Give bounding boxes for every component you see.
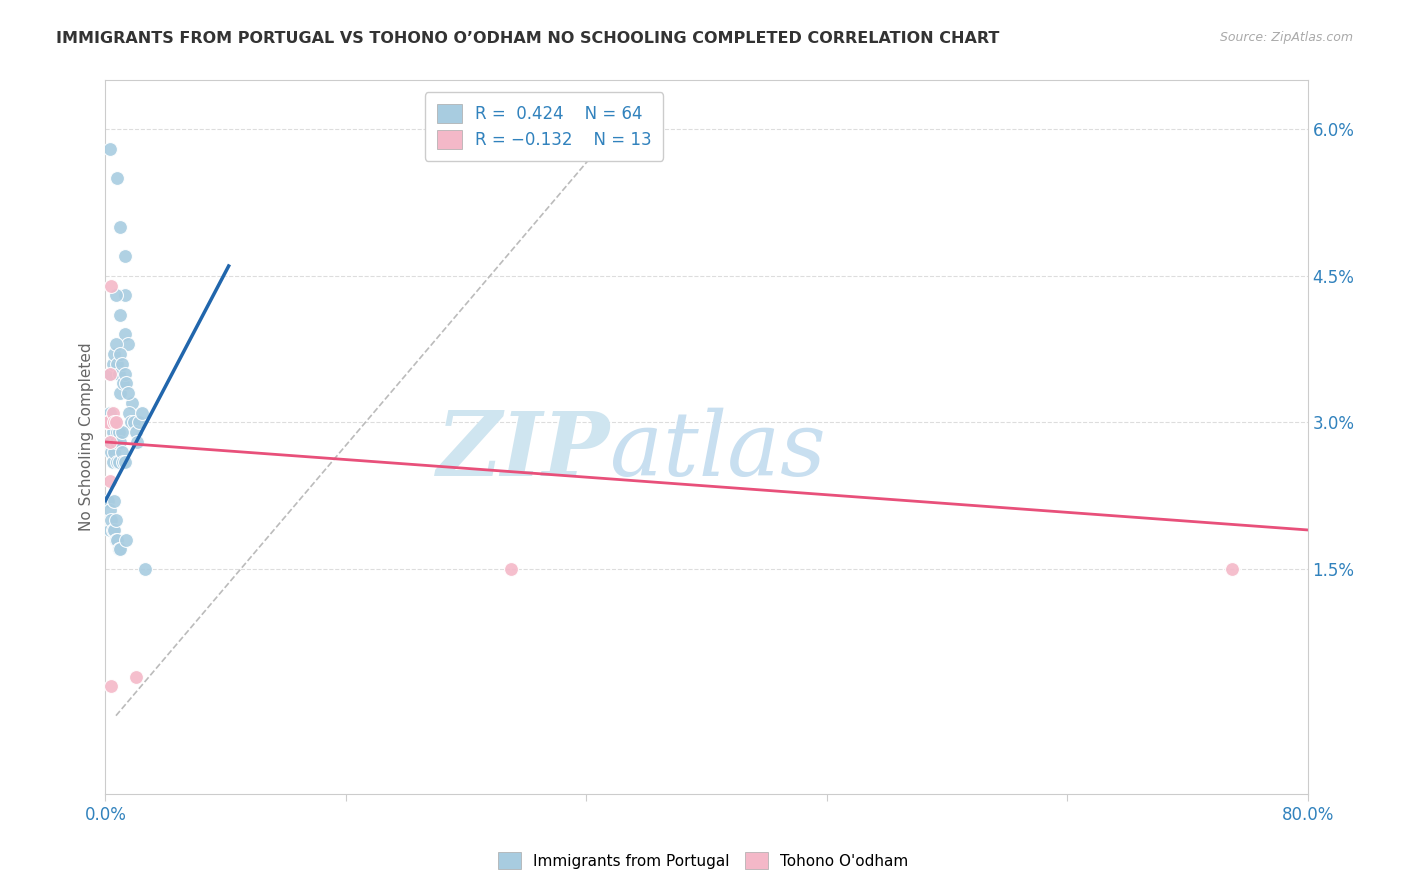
- Point: [98, 434, 121, 449]
- Point: [125, 434, 148, 449]
- Point: [98, 367, 121, 381]
- Point: [114, 327, 136, 342]
- Point: [110, 386, 132, 401]
- Point: [104, 533, 127, 547]
- Point: [103, 444, 125, 458]
- Point: [111, 444, 134, 458]
- Point: [98, 142, 121, 156]
- Point: [108, 367, 131, 381]
- Point: [108, 454, 131, 468]
- Point: [114, 288, 136, 302]
- Point: [110, 308, 132, 322]
- Point: [104, 416, 127, 430]
- Point: [107, 171, 129, 186]
- Point: [112, 454, 135, 468]
- Point: [104, 337, 127, 351]
- Point: [103, 416, 125, 430]
- Point: [100, 278, 122, 293]
- Point: [101, 425, 124, 440]
- Point: [98, 406, 121, 420]
- Point: [107, 425, 129, 440]
- Point: [118, 406, 141, 420]
- Point: [115, 376, 138, 391]
- Point: [97, 416, 120, 430]
- Y-axis label: No Schooling Completed: No Schooling Completed: [79, 343, 94, 532]
- Point: [100, 416, 122, 430]
- Point: [111, 357, 134, 371]
- Point: [103, 493, 125, 508]
- Text: atlas: atlas: [610, 408, 827, 495]
- Point: [98, 523, 121, 537]
- Point: [134, 562, 156, 576]
- Point: [104, 288, 127, 302]
- Text: Source: ZipAtlas.com: Source: ZipAtlas.com: [1219, 31, 1353, 45]
- Point: [104, 513, 127, 527]
- Point: [100, 679, 122, 693]
- Point: [103, 523, 125, 537]
- Point: [501, 562, 523, 576]
- Point: [103, 416, 125, 430]
- Point: [117, 386, 139, 401]
- Point: [97, 493, 120, 508]
- Point: [108, 542, 131, 557]
- Legend: Immigrants from Portugal, Tohono O'odham: Immigrants from Portugal, Tohono O'odham: [492, 846, 914, 875]
- Text: IMMIGRANTS FROM PORTUGAL VS TOHONO O’ODHAM NO SCHOOLING COMPLETED CORRELATION CH: IMMIGRANTS FROM PORTUGAL VS TOHONO O’ODH…: [56, 31, 1000, 46]
- Point: [98, 367, 121, 381]
- Point: [114, 367, 136, 381]
- Point: [110, 219, 132, 234]
- Point: [124, 669, 146, 683]
- Point: [107, 454, 129, 468]
- Point: [107, 357, 129, 371]
- Point: [107, 533, 129, 547]
- Point: [100, 513, 122, 527]
- Point: [1222, 562, 1244, 576]
- Point: [101, 454, 124, 468]
- Point: [110, 347, 132, 361]
- Point: [111, 425, 134, 440]
- Point: [117, 337, 139, 351]
- Point: [114, 454, 136, 468]
- Point: [124, 425, 146, 440]
- Point: [108, 425, 131, 440]
- Point: [98, 503, 121, 517]
- Point: [120, 416, 142, 430]
- Point: [98, 434, 121, 449]
- Point: [131, 406, 153, 420]
- Point: [115, 533, 138, 547]
- Point: [104, 416, 127, 430]
- Point: [114, 249, 136, 263]
- Point: [128, 416, 150, 430]
- Point: [100, 444, 122, 458]
- Point: [101, 357, 124, 371]
- Point: [121, 396, 143, 410]
- Point: [96, 416, 118, 430]
- Point: [103, 347, 125, 361]
- Point: [112, 376, 135, 391]
- Point: [110, 542, 132, 557]
- Legend: R =  0.424    N = 64, R = −0.132    N = 13: R = 0.424 N = 64, R = −0.132 N = 13: [425, 92, 664, 161]
- Point: [101, 406, 124, 420]
- Point: [101, 523, 124, 537]
- Point: [97, 416, 120, 430]
- Text: ZIP: ZIP: [437, 409, 610, 494]
- Point: [104, 434, 127, 449]
- Point: [98, 474, 121, 488]
- Point: [110, 434, 132, 449]
- Point: [122, 416, 145, 430]
